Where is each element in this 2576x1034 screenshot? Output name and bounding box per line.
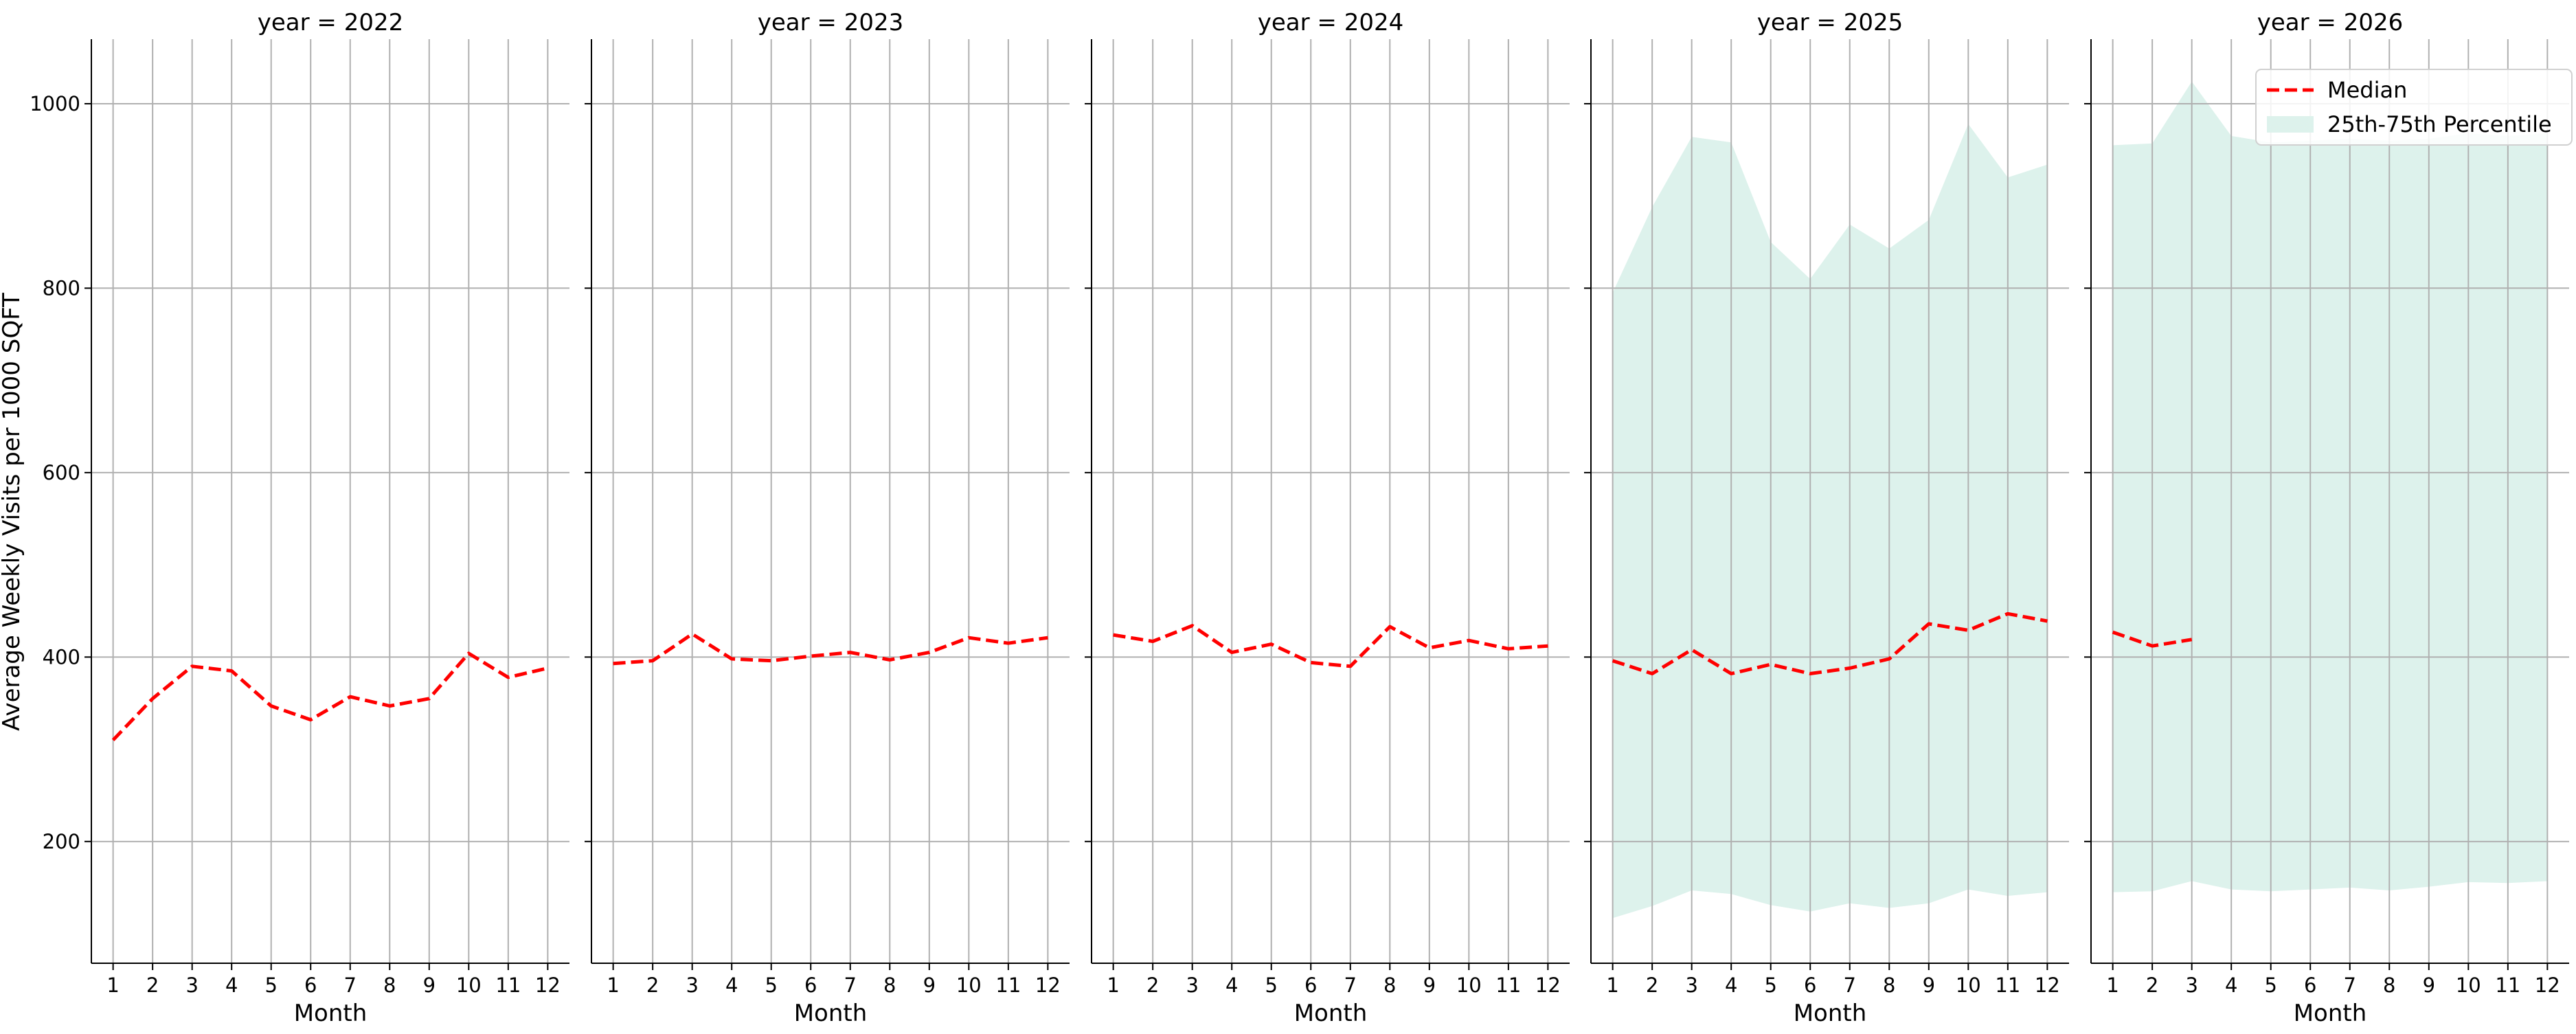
x-tick-label: 12 [1035, 974, 1061, 997]
x-tick-label: 12 [2535, 974, 2560, 997]
x-tick-label: 9 [1923, 974, 1935, 997]
legend-label: Median [2327, 77, 2407, 103]
percentile-band [2112, 81, 2548, 892]
x-tick-label: 8 [1883, 974, 1895, 997]
x-tick-label: 4 [2225, 974, 2237, 997]
x-tick-label: 8 [1383, 974, 1396, 997]
x-tick-label: 3 [2185, 974, 2197, 997]
x-tick-label: 4 [225, 974, 238, 997]
median-line [1612, 611, 2048, 675]
x-tick-label: 7 [1844, 974, 1856, 997]
x-tick-label: 6 [2304, 974, 2316, 997]
y-tick-label: 800 [43, 276, 80, 300]
x-tick-label: 10 [1956, 974, 1981, 997]
percentile-band [1612, 124, 2048, 919]
legend-box [2255, 69, 2573, 146]
x-tick-label: 10 [956, 974, 982, 997]
x-tick-label: 7 [844, 974, 857, 997]
x-tick-label: 2 [1646, 974, 1658, 997]
panel-title: year = 2023 [758, 9, 903, 36]
x-axis-label: Month [1794, 1000, 1867, 1027]
median-line [613, 632, 1048, 666]
x-tick-label: 1 [1107, 974, 1119, 997]
x-tick-label: 5 [264, 974, 277, 997]
x-tick-label: 7 [344, 974, 357, 997]
median-line [2112, 630, 2193, 648]
x-tick-label: 11 [1995, 974, 2020, 997]
x-tick-label: 8 [2383, 974, 2395, 997]
x-tick-label: 3 [1186, 974, 1198, 997]
y-tick-label: 200 [43, 830, 80, 853]
x-tick-label: 6 [304, 974, 317, 997]
x-tick-label: 10 [456, 974, 482, 997]
x-tick-label: 11 [2495, 974, 2520, 997]
panel-title: year = 2022 [258, 9, 403, 36]
y-axis-label: Average Weekly Visits per 1000 SQFT [0, 293, 25, 731]
x-tick-label: 10 [2456, 974, 2481, 997]
facet-panels: 1 2 3 4 5 6 7 8 9 10 11 122004006008001000Monthyear… [30, 9, 2569, 1027]
x-tick-label: 3 [686, 974, 698, 997]
x-tick-label: 10 [1456, 974, 1482, 997]
x-tick-label: 2 [146, 974, 159, 997]
x-tick-label: 1 [607, 974, 619, 997]
x-tick-label: 9 [923, 974, 936, 997]
x-tick-label: 7 [1344, 974, 1357, 997]
x-tick-label: 1 [106, 974, 119, 997]
median-line [1113, 624, 1548, 668]
x-tick-label: 11 [495, 974, 521, 997]
x-tick-label: 6 [1804, 974, 1816, 997]
x-tick-label: 3 [185, 974, 198, 997]
x-tick-label: 4 [725, 974, 738, 997]
x-tick-label: 1 [1606, 974, 1618, 997]
panel-title: year = 2024 [1258, 9, 1403, 36]
legend-band-swatch [2267, 116, 2314, 133]
x-tick-label: 4 [1725, 974, 1737, 997]
x-tick-label: 7 [2344, 974, 2356, 997]
x-tick-label: 5 [765, 974, 777, 997]
x-tick-label: 2 [2146, 974, 2158, 997]
x-tick-label: 8 [383, 974, 396, 997]
y-tick-label: 600 [43, 461, 80, 484]
panel-title: year = 2025 [1757, 9, 1903, 36]
x-tick-label: 9 [2423, 974, 2435, 997]
y-tick-label: 1000 [30, 92, 80, 115]
x-tick-label: 12 [1535, 974, 1561, 997]
x-tick-label: 2 [646, 974, 659, 997]
median-line [111, 651, 548, 741]
x-axis-label: Month [294, 1000, 368, 1027]
y-tick-label: 400 [43, 645, 80, 668]
facet-panel-1: 1 2 3 4 5 6 7 8 9 10 11 122004006008001000Monthyear… [30, 9, 569, 1027]
x-tick-label: 12 [535, 974, 561, 997]
x-axis-label: Month [1294, 1000, 1368, 1027]
x-tick-label: 2 [1146, 974, 1159, 997]
x-axis-label: Month [2294, 1000, 2367, 1027]
x-tick-label: 5 [2264, 974, 2276, 997]
x-tick-label: 5 [1265, 974, 1277, 997]
x-tick-label: 11 [995, 974, 1021, 997]
x-tick-label: 1 [2106, 974, 2119, 997]
x-tick-label: 9 [423, 974, 436, 997]
x-tick-label: 8 [883, 974, 896, 997]
legend-label: 25th-75th Percentile [2327, 111, 2552, 137]
x-tick-label: 3 [1685, 974, 1697, 997]
chart-legend: Median 25th-75th Percentile [2255, 69, 2573, 146]
x-tick-label: 6 [804, 974, 817, 997]
x-tick-label: 11 [1495, 974, 1521, 997]
x-tick-label: 12 [2035, 974, 2060, 997]
x-tick-label: 9 [1423, 974, 1436, 997]
x-tick-label: 6 [1304, 974, 1317, 997]
x-tick-label: 4 [1225, 974, 1238, 997]
x-axis-label: Month [794, 1000, 868, 1027]
x-tick-label: 5 [1764, 974, 1776, 997]
panel-title: year = 2026 [2257, 9, 2403, 36]
